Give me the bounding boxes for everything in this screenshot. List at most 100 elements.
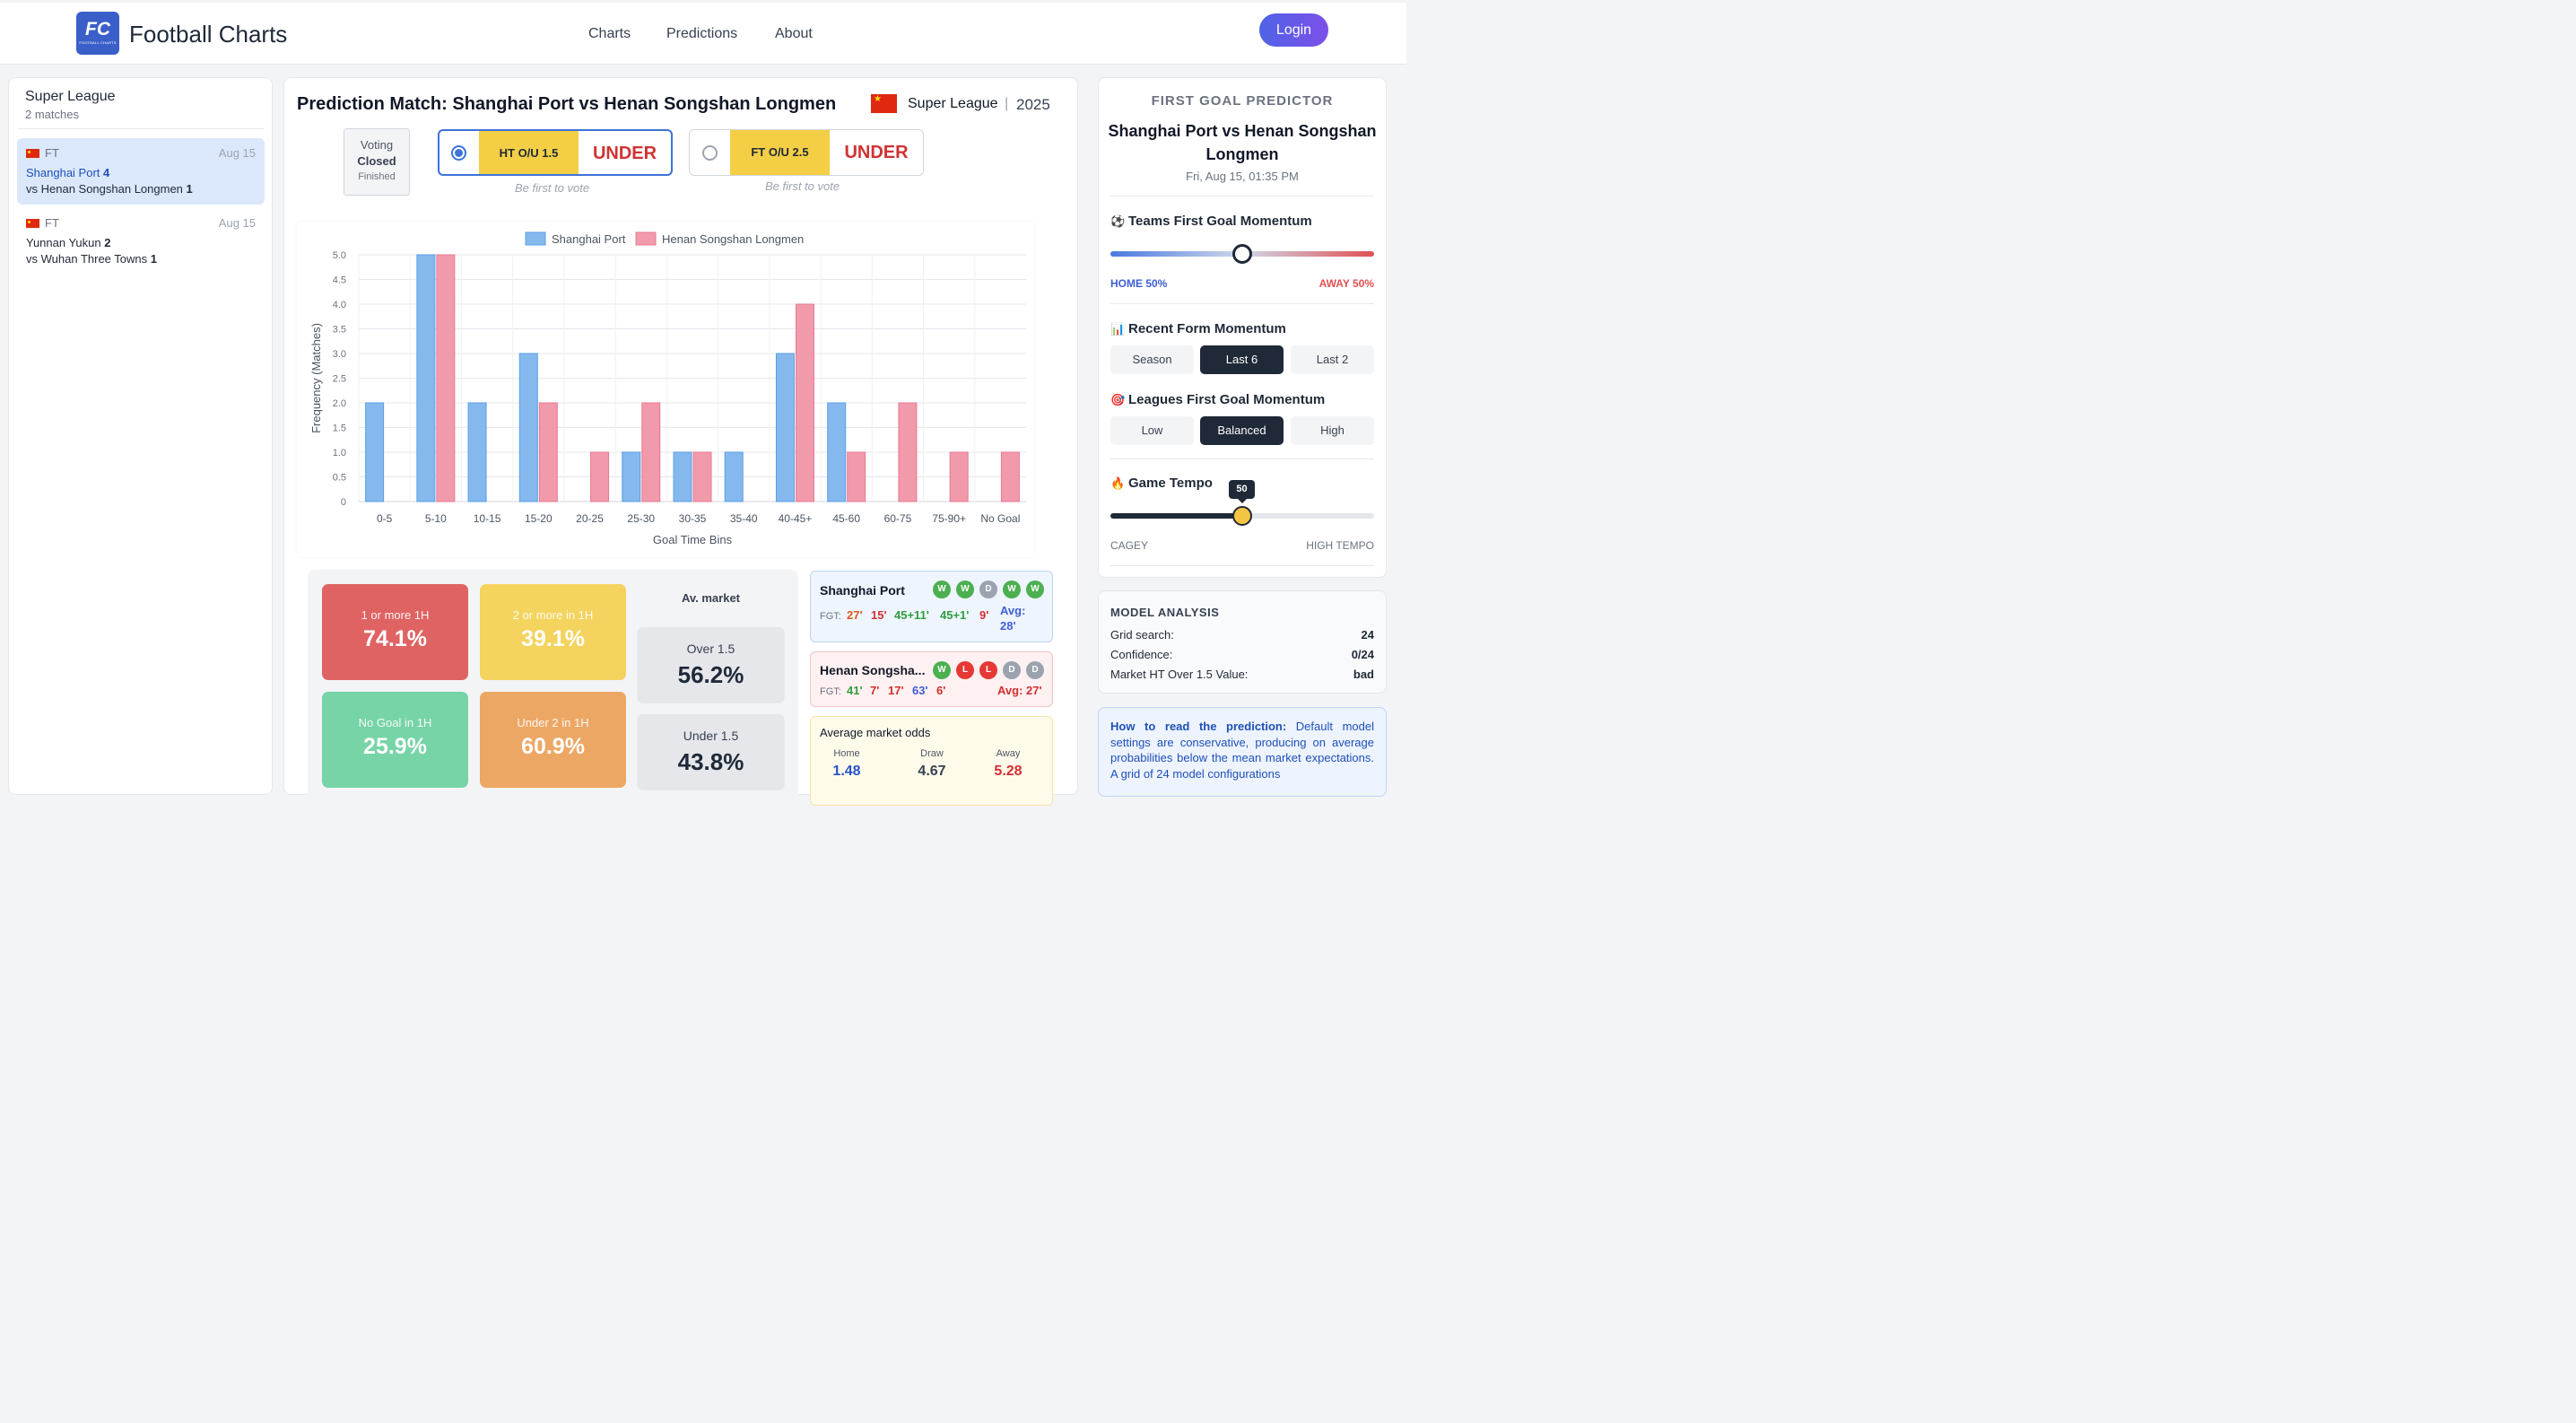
probability-panel: 1 or more 1H 74.1% 2 or more in 1H 39.1% N… — [308, 570, 798, 821]
divider — [1110, 303, 1374, 304]
team-card-away: Henan Songsha... W L L D D FGT: 41' 7' 1… — [810, 651, 1053, 707]
tempo-max: HIGH TEMPO — [1306, 539, 1374, 552]
odds-value: 4.67 — [918, 764, 946, 779]
match-item[interactable]: FT Aug 15 Yunnan Yukun 2 vs Wuhan Three … — [17, 208, 265, 275]
form-option-last-2[interactable]: Last 2 — [1291, 345, 1374, 374]
tempo-min: CAGEY — [1110, 539, 1149, 552]
y-tick-label: 4.0 — [333, 300, 346, 310]
match-status: FT — [45, 146, 59, 160]
pick-ft-ou-option[interactable]: FT O/U 2.5 UNDER — [689, 129, 924, 176]
vote-note: Be first to vote — [765, 179, 840, 193]
momentum-slider-handle[interactable] — [1232, 244, 1252, 264]
bar — [949, 451, 969, 502]
fire-icon: 🔥 — [1110, 476, 1126, 490]
fgt-value: 9' — [979, 608, 989, 622]
y-tick-label: 3.5 — [333, 325, 346, 336]
fgt-value: 41' — [847, 684, 863, 697]
bar — [538, 402, 558, 502]
x-tick-label: 10-15 — [474, 512, 501, 525]
separator: | — [1005, 96, 1009, 111]
form-option-season[interactable]: Season — [1110, 345, 1194, 374]
divider — [1110, 565, 1374, 566]
nav-charts[interactable]: Charts — [588, 26, 631, 41]
y-tick-label: 2.0 — [333, 398, 346, 409]
bar-chart-icon: 📊 — [1110, 322, 1126, 336]
league-option-high[interactable]: High — [1291, 416, 1374, 445]
odds-title: Average market odds — [820, 726, 931, 739]
top-header: FC FOOTBALL CHARTS Football Charts Chart… — [0, 3, 1406, 65]
y-tick-label: 5.0 — [333, 250, 346, 261]
how-to-text: How to read the prediction: Default mode… — [1110, 720, 1374, 781]
fgt-value: 45+11' — [894, 608, 929, 622]
nav-predictions[interactable]: Predictions — [666, 26, 738, 41]
bar — [641, 402, 661, 502]
odds-header: Away — [996, 748, 1021, 759]
y-tick-label: 0 — [341, 497, 346, 508]
radio-icon[interactable] — [702, 145, 718, 161]
league-momentum-title: 🎯 Leagues First Goal Momentum — [1110, 392, 1326, 407]
divider — [18, 128, 264, 129]
form-badge: W — [956, 581, 974, 598]
form-badge: W — [933, 661, 951, 679]
brand-name[interactable]: Football Charts — [129, 21, 288, 48]
bar — [847, 451, 866, 502]
team-name: Henan Songsha... — [820, 663, 926, 677]
pick-ht-ou-option[interactable]: HT O/U 1.5 UNDER — [438, 129, 673, 176]
legend-swatch — [525, 231, 546, 246]
sidebar-league-title: Super League — [25, 89, 116, 104]
match-away: vs Wuhan Three Towns 1 — [26, 252, 157, 266]
momentum-home: HOME 50% — [1110, 277, 1168, 290]
stat-tile: 2 or more in 1H 39.1% — [480, 584, 626, 680]
fgt-avg-label: Avg: — [1000, 604, 1026, 617]
target-icon: 🎯 — [1110, 393, 1126, 406]
league-option-balanced[interactable]: Balanced — [1200, 416, 1284, 445]
league-option-low[interactable]: Low — [1110, 416, 1194, 445]
bar — [898, 402, 918, 502]
bar — [622, 451, 641, 502]
legend-swatch — [635, 231, 657, 246]
av-market-under: Under 1.5 43.8% — [638, 714, 784, 789]
predictor-datetime: Fri, Aug 15, 01:35 PM — [1186, 170, 1299, 183]
y-tick-label: 2.5 — [333, 374, 346, 385]
stat-tile: 1 or more 1H 74.1% — [322, 584, 468, 680]
x-tick-label: 40-45+ — [779, 512, 813, 525]
pick-value: UNDER — [592, 144, 657, 163]
league-name: Super League — [908, 96, 998, 111]
radio-selected-icon[interactable] — [451, 145, 466, 161]
china-flag-icon — [26, 219, 39, 228]
bar — [467, 402, 487, 502]
how-to-read: How to read the prediction: Default mode… — [1098, 707, 1387, 797]
x-tick-label: 15-20 — [525, 512, 553, 525]
fgt-value: 7' — [870, 684, 880, 697]
stat-tile: No Goal in 1H 25.9% — [322, 692, 468, 788]
form-option-last-6[interactable]: Last 6 — [1200, 345, 1284, 374]
legend-label: Henan Songshan Longmen — [662, 232, 804, 246]
y-tick-label: 4.5 — [333, 275, 346, 286]
fgt-label: FGT: — [820, 686, 841, 697]
y-tick-label: 3.0 — [333, 349, 346, 360]
x-tick-label: 20-25 — [576, 512, 604, 525]
bar — [590, 451, 610, 502]
nav-about[interactable]: About — [775, 26, 813, 41]
form-badge: W — [1003, 581, 1021, 598]
form-badge: W — [933, 581, 951, 598]
tempo-title: 🔥 Game Tempo — [1110, 476, 1213, 491]
av-market-title: Av. market — [681, 591, 741, 605]
odds-value: 5.28 — [994, 764, 1023, 779]
divider — [1110, 458, 1374, 459]
y-axis-title: Frequency (Matches) — [309, 323, 323, 433]
x-tick-label: 5-10 — [425, 512, 447, 525]
match-sidebar: Super League 2 matches FT Aug 15 Shangha… — [8, 77, 273, 795]
logo[interactable]: FC FOOTBALL CHARTS — [76, 12, 119, 55]
odds-header: Home — [833, 748, 860, 759]
fgt-label: FGT: — [820, 611, 841, 622]
match-item[interactable]: FT Aug 15 Shanghai Port 4 vs Henan Songs… — [17, 138, 265, 205]
fgt-value: 15' — [871, 608, 887, 622]
login-button[interactable]: Login — [1259, 13, 1328, 47]
model-analysis: MODEL ANALYSIS Grid search: 24 Confidence… — [1098, 590, 1387, 694]
predictor-match: Shanghai Port vs Henan Songshan Longmen — [1108, 122, 1377, 163]
form-badge: W — [1026, 581, 1044, 598]
tempo-slider-handle[interactable] — [1232, 506, 1252, 526]
prediction-main: Prediction Match: Shanghai Port vs Henan… — [283, 77, 1078, 821]
av-market-over: Over 1.5 56.2% — [638, 627, 784, 702]
